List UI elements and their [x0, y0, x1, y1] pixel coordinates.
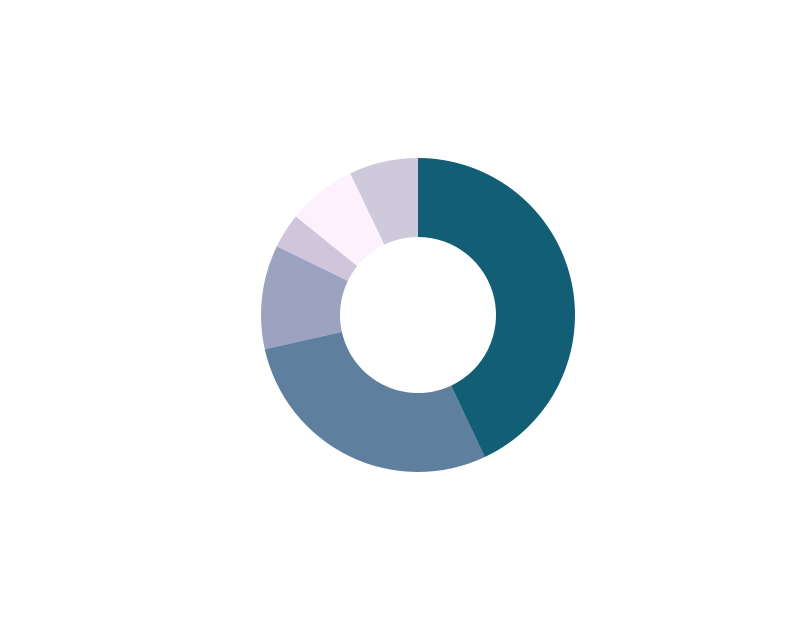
donut-slice: [418, 158, 575, 458]
donut-slice: [350, 158, 418, 245]
donut-slice: [276, 216, 358, 281]
donut-slice: [260, 246, 348, 350]
donut-slice: [264, 332, 485, 473]
donut-slice: [295, 173, 385, 267]
